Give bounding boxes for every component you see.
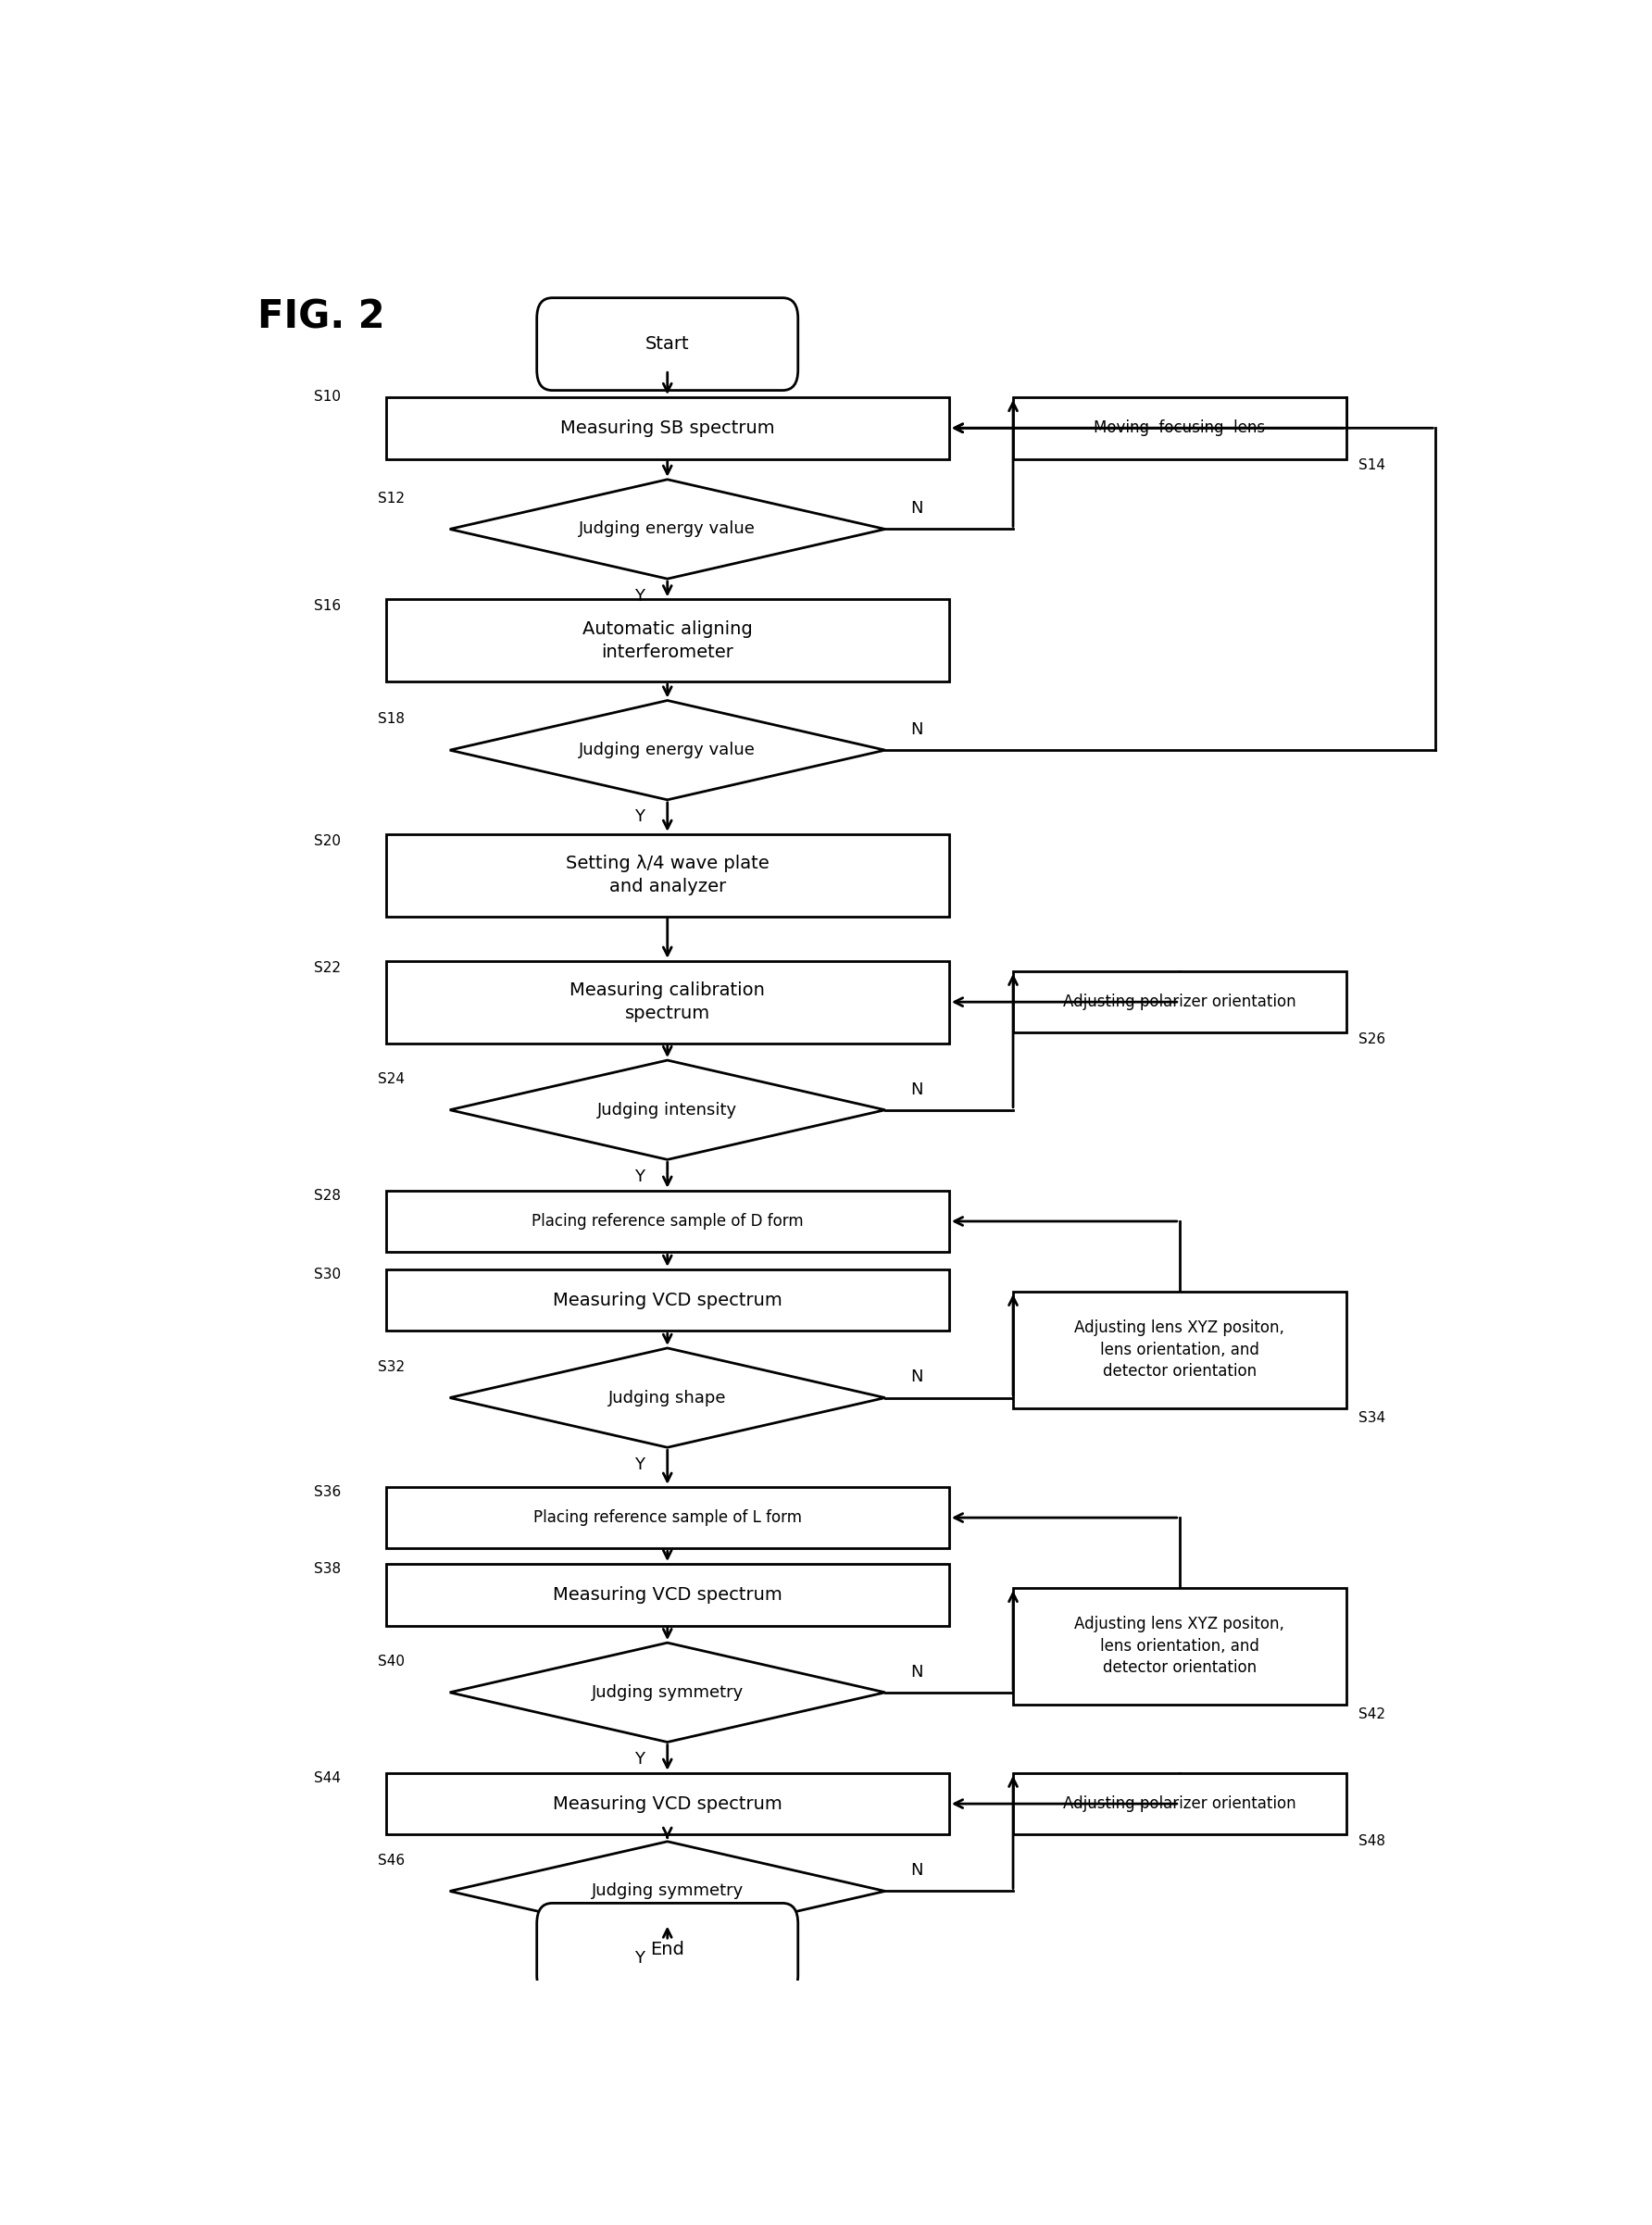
Text: S20: S20	[314, 834, 340, 848]
Text: N: N	[910, 1664, 923, 1680]
Text: End: End	[651, 1940, 684, 1958]
Text: N: N	[910, 1862, 923, 1878]
Text: Judging intensity: Judging intensity	[598, 1101, 737, 1119]
Polygon shape	[449, 1842, 885, 1940]
Text: Automatic aligning
interferometer: Automatic aligning interferometer	[583, 621, 752, 661]
Text: S18: S18	[378, 712, 405, 725]
Polygon shape	[449, 1642, 885, 1742]
Text: Y: Y	[634, 1455, 644, 1473]
Text: Judging symmetry: Judging symmetry	[591, 1684, 743, 1700]
Text: Adjusting polarizer orientation: Adjusting polarizer orientation	[1062, 1796, 1297, 1811]
Bar	[385, 1268, 948, 1331]
Text: Start: Start	[646, 336, 689, 354]
FancyBboxPatch shape	[537, 298, 798, 389]
Text: Setting λ/4 wave plate
and analyzer: Setting λ/4 wave plate and analyzer	[565, 854, 770, 897]
Text: FIG. 2: FIG. 2	[258, 298, 385, 336]
Text: Y: Y	[634, 1751, 644, 1767]
Bar	[1013, 1773, 1346, 1836]
Text: N: N	[910, 1368, 923, 1386]
Text: Measuring calibration
spectrum: Measuring calibration spectrum	[570, 981, 765, 1021]
Bar	[385, 834, 948, 917]
Text: Measuring SB spectrum: Measuring SB spectrum	[560, 418, 775, 436]
Text: Measuring VCD spectrum: Measuring VCD spectrum	[553, 1796, 781, 1813]
Text: Y: Y	[634, 1949, 644, 1967]
Bar	[1013, 970, 1346, 1032]
Text: S38: S38	[314, 1562, 340, 1575]
Text: Measuring VCD spectrum: Measuring VCD spectrum	[553, 1290, 781, 1308]
Bar	[385, 1190, 948, 1253]
Bar	[385, 1486, 948, 1549]
Text: S10: S10	[314, 389, 340, 405]
Text: Judging symmetry: Judging symmetry	[591, 1882, 743, 1900]
Text: Adjusting lens XYZ positon,
lens orientation, and
detector orientation: Adjusting lens XYZ positon, lens orienta…	[1074, 1615, 1285, 1675]
Text: Placing reference sample of D form: Placing reference sample of D form	[532, 1213, 803, 1230]
Text: Judging shape: Judging shape	[608, 1388, 727, 1406]
Text: Y: Y	[634, 587, 644, 605]
Text: N: N	[910, 721, 923, 739]
Text: S14: S14	[1360, 458, 1386, 472]
Text: N: N	[910, 1081, 923, 1097]
Text: Y: Y	[634, 808, 644, 825]
Text: S16: S16	[314, 599, 340, 614]
Bar	[385, 1564, 948, 1626]
Text: Adjusting lens XYZ positon,
lens orientation, and
detector orientation: Adjusting lens XYZ positon, lens orienta…	[1074, 1319, 1285, 1380]
Text: S46: S46	[378, 1853, 405, 1867]
Polygon shape	[449, 1348, 885, 1448]
Bar	[385, 1773, 948, 1836]
Text: S32: S32	[378, 1359, 405, 1373]
Text: Judging energy value: Judging energy value	[580, 521, 755, 538]
Text: S12: S12	[378, 492, 405, 505]
Polygon shape	[449, 478, 885, 578]
Text: S42: S42	[1360, 1709, 1386, 1722]
Text: Placing reference sample of L form: Placing reference sample of L form	[534, 1509, 801, 1526]
Text: S30: S30	[314, 1268, 340, 1282]
Bar	[385, 398, 948, 458]
FancyBboxPatch shape	[537, 1902, 798, 1996]
Text: S36: S36	[314, 1484, 340, 1500]
Bar	[385, 599, 948, 681]
Text: N: N	[910, 501, 923, 516]
Text: S22: S22	[314, 961, 340, 975]
Text: Y: Y	[634, 1168, 644, 1186]
Text: S44: S44	[314, 1771, 340, 1784]
Text: S40: S40	[378, 1655, 405, 1669]
Text: S26: S26	[1360, 1032, 1386, 1046]
Text: S48: S48	[1360, 1836, 1386, 1849]
Text: Adjusting polarizer orientation: Adjusting polarizer orientation	[1062, 995, 1297, 1010]
Bar	[385, 961, 948, 1044]
Polygon shape	[449, 701, 885, 799]
Text: Measuring VCD spectrum: Measuring VCD spectrum	[553, 1586, 781, 1604]
Polygon shape	[449, 1061, 885, 1159]
Text: S24: S24	[378, 1072, 405, 1086]
Text: S28: S28	[314, 1188, 340, 1202]
Text: S34: S34	[1360, 1411, 1386, 1426]
Bar	[1013, 1589, 1346, 1704]
Bar	[1013, 398, 1346, 458]
Text: Moving  focusing  lens: Moving focusing lens	[1094, 421, 1265, 436]
Text: Judging energy value: Judging energy value	[580, 741, 755, 759]
Bar	[1013, 1290, 1346, 1408]
